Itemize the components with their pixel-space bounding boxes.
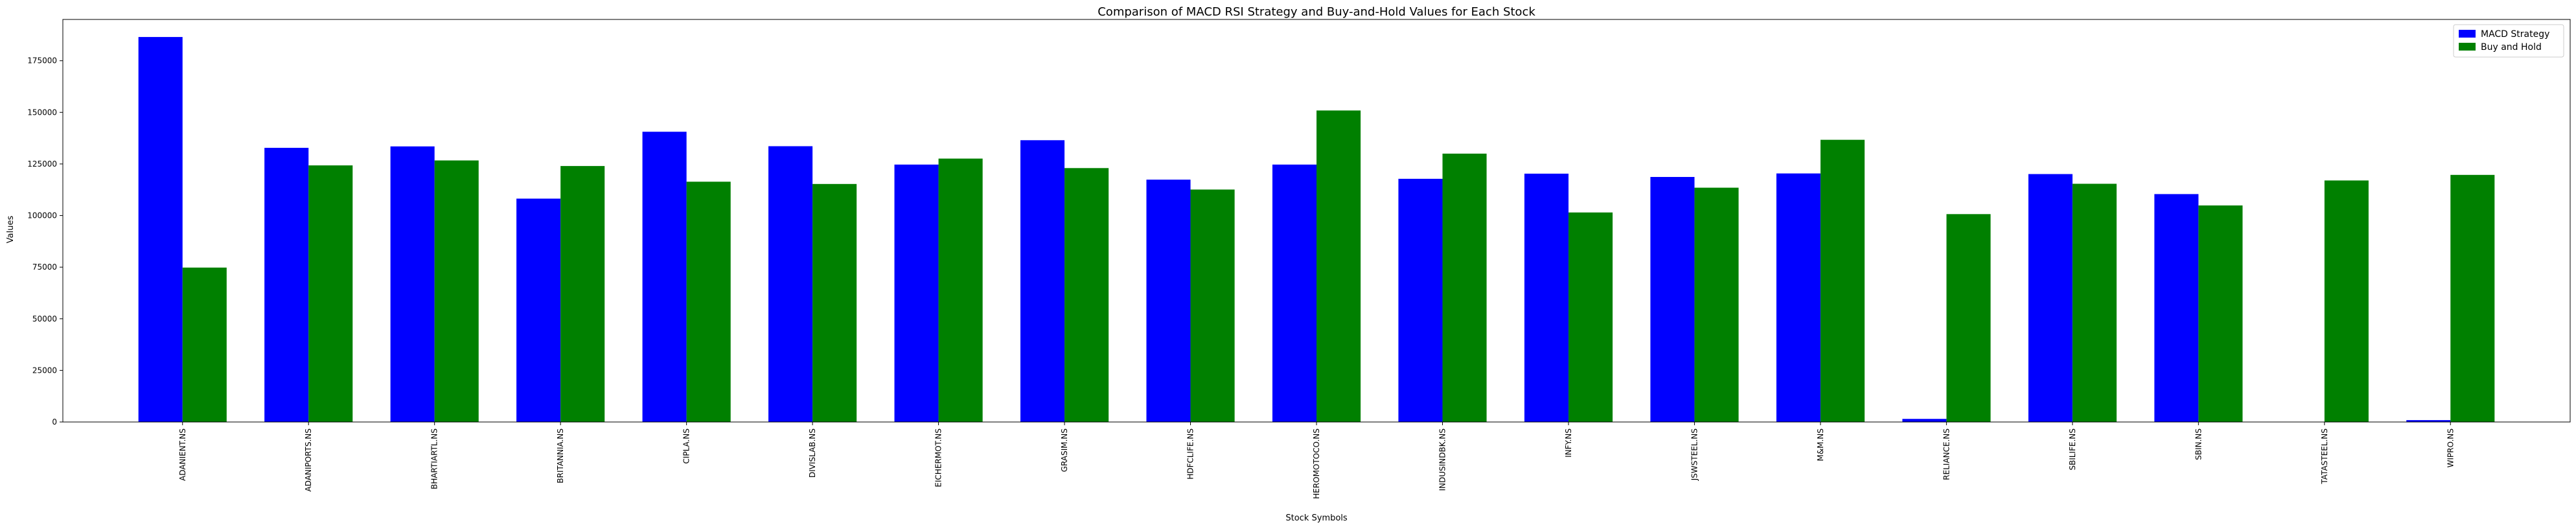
bar-buy-and-hold-16 <box>2198 205 2243 422</box>
bar-macd-10 <box>1398 178 1443 422</box>
bar-macd-8 <box>1146 180 1191 422</box>
y-tick-label-5: 125000 <box>27 159 57 169</box>
x-tick-label-8: HDFCLIFE.NS <box>1186 428 1195 480</box>
bar-buy-and-hold-1 <box>308 165 353 422</box>
bar-buy-and-hold-18 <box>2450 174 2495 422</box>
bar-buy-and-hold-11 <box>1568 212 1613 422</box>
y-tick-label-7: 175000 <box>27 56 57 65</box>
bar-buy-and-hold-15 <box>2072 183 2117 422</box>
bar-macd-11 <box>1524 173 1569 422</box>
y-tick-label-0: 0 <box>52 417 57 427</box>
bar-macd-9 <box>1272 164 1317 422</box>
bar-buy-and-hold-5 <box>812 183 857 422</box>
x-tick-label-12: JSWSTEEL.NS <box>1690 428 1699 481</box>
bar-macd-5 <box>768 146 813 423</box>
bar-buy-and-hold-13 <box>1820 139 1865 422</box>
bar-buy-and-hold-17 <box>2324 180 2369 422</box>
bar-buy-and-hold-14 <box>1946 214 1991 422</box>
y-tick-label-2: 50000 <box>32 314 57 323</box>
plot-area <box>62 19 2571 423</box>
x-tick-label-3: BRITANNIA.NS <box>556 428 565 484</box>
bar-buy-and-hold-0 <box>182 267 227 422</box>
bar-macd-18 <box>2406 420 2451 422</box>
x-tick-label-13: M&M.NS <box>1816 428 1825 461</box>
bar-macd-6 <box>894 164 939 422</box>
y-tick-label-6: 150000 <box>27 108 57 117</box>
bar-macd-1 <box>264 148 309 422</box>
y-tick-label-4: 100000 <box>27 211 57 220</box>
legend-label-1: Buy and Hold <box>2481 42 2542 53</box>
x-tick-label-17: TATASTEEL.NS <box>2320 428 2329 485</box>
x-tick-label-9: HEROMOTOCO.NS <box>1312 428 1321 499</box>
bar-buy-and-hold-9 <box>1317 110 1361 422</box>
bar-macd-13 <box>1776 173 1821 422</box>
legend: MACD Strategy Buy and Hold <box>2453 24 2564 58</box>
bar-buy-and-hold-8 <box>1190 189 1235 422</box>
bar-buy-and-hold-6 <box>938 158 983 422</box>
x-tick-label-7: GRASIM.NS <box>1060 428 1069 472</box>
x-tick-label-0: ADANIENT.NS <box>178 428 187 481</box>
legend-swatch-1 <box>2459 43 2476 51</box>
x-tick-label-2: BHARTIARTL.NS <box>430 428 439 489</box>
y-axis: 0 25000 50000 75000 100000 125000 150000 175000 <box>27 56 63 427</box>
x-tick-label-10: INDUSINDBK.NS <box>1438 428 1447 491</box>
x-tick-label-6: EICHERMOT.NS <box>934 428 943 487</box>
bar-macd-7 <box>1020 140 1065 423</box>
bar-buy-and-hold-10 <box>1442 154 1487 422</box>
legend-swatch-0 <box>2459 30 2476 38</box>
x-axis-label: Stock Symbols <box>1285 513 1348 523</box>
y-axis-label: Values <box>6 216 16 244</box>
bar-buy-and-hold-3 <box>560 166 605 422</box>
bar-macd-0 <box>138 37 183 422</box>
x-tick-label-5: DIVISLAB.NS <box>808 428 817 478</box>
x-axis: ADANIENT.NS ADANIPORTS.NS BHARTIARTL.NS BRI… <box>178 422 2455 499</box>
bar-macd-2 <box>390 146 435 422</box>
y-tick-label-3: 75000 <box>32 263 57 272</box>
x-tick-label-16: SBIN.NS <box>2194 428 2203 460</box>
bar-macd-4 <box>642 132 687 423</box>
x-tick-label-11: INFY.NS <box>1564 428 1573 458</box>
y-tick-label-1: 25000 <box>32 366 57 375</box>
legend-label-0: MACD Strategy <box>2481 29 2549 40</box>
bar-macd-14 <box>1902 419 1947 422</box>
bar-macd-12 <box>1650 176 1695 422</box>
bar-buy-and-hold-4 <box>686 182 731 422</box>
bar-macd-16 <box>2154 194 2199 422</box>
x-tick-label-1: ADANIPORTS.NS <box>304 428 313 491</box>
bar-buy-and-hold-12 <box>1694 187 1739 422</box>
bar-macd-15 <box>2028 174 2073 422</box>
legend-box <box>2453 24 2564 58</box>
x-tick-label-4: CIPLA.NS <box>682 428 691 464</box>
chart-title: Comparison of MACD RSI Strategy and Buy-… <box>1098 5 1535 19</box>
x-tick-label-15: SBILIFE.NS <box>2068 428 2077 471</box>
x-tick-label-14: RELIANCE.NS <box>1942 428 1951 480</box>
bar-buy-and-hold-7 <box>1064 168 1109 422</box>
bar-macd-3 <box>516 198 561 422</box>
bar-buy-and-hold-2 <box>434 160 479 422</box>
x-tick-label-18: WIPRO.NS <box>2446 428 2455 467</box>
